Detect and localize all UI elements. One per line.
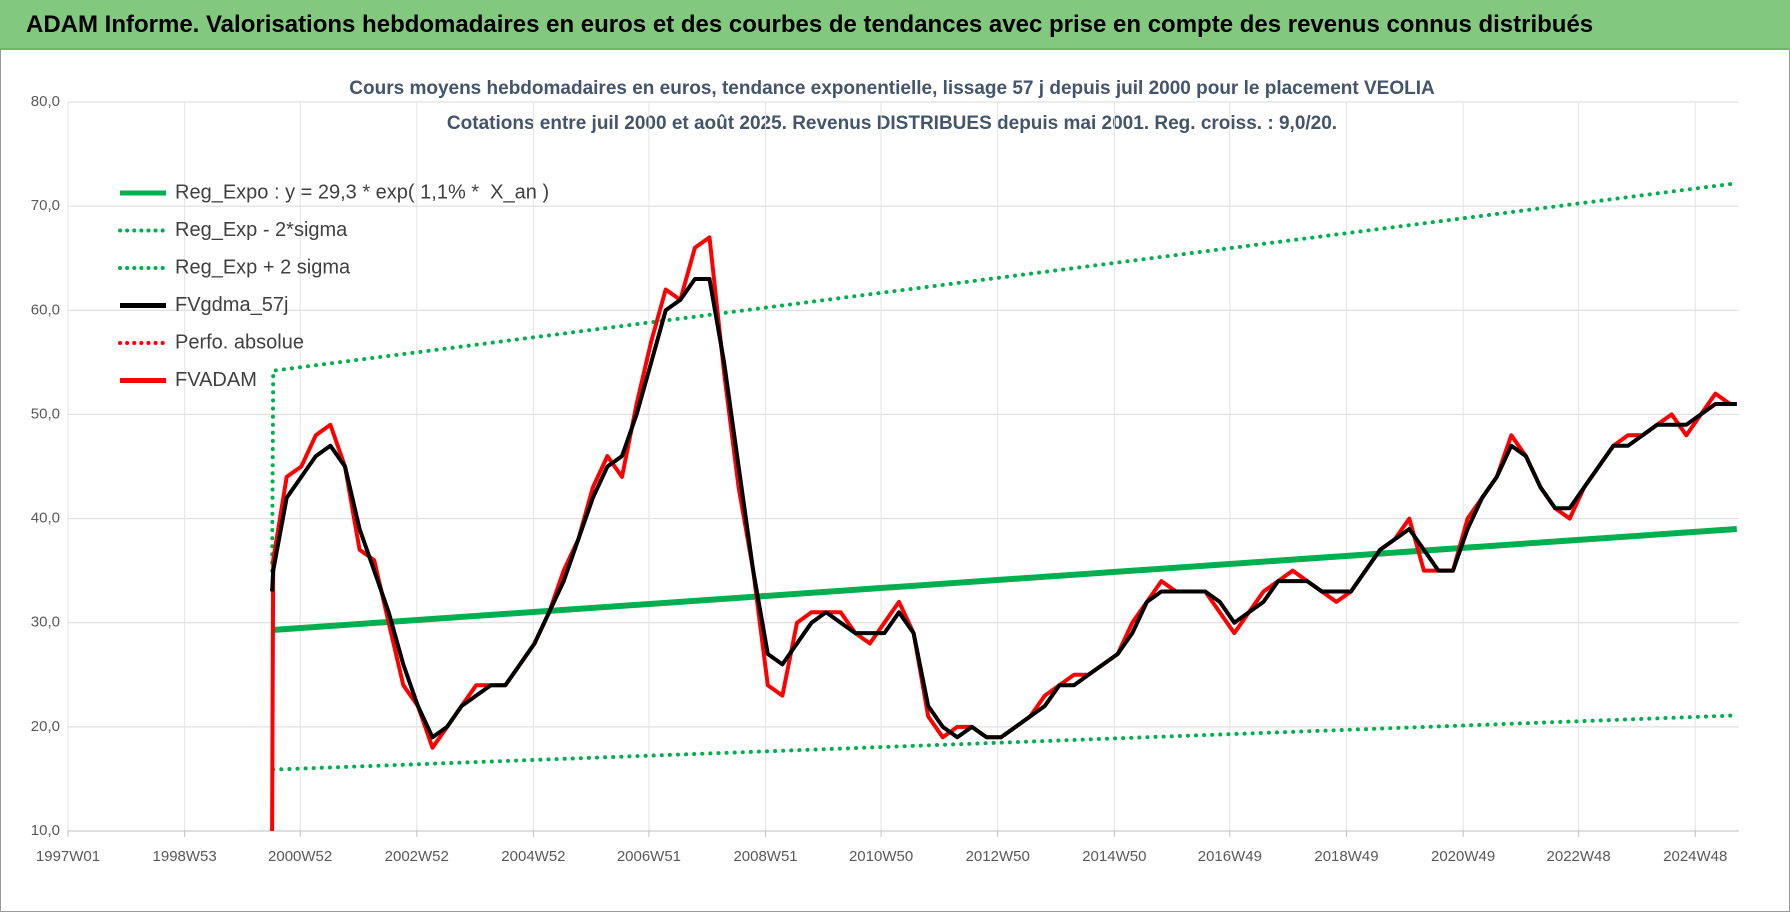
x-tick-label: 2024W48: [1663, 848, 1727, 865]
header-title: ADAM Informe. Valorisations hebdomadaire…: [26, 11, 1594, 38]
legend-label: Perfo. absolue: [175, 331, 304, 353]
y-tick-label: 80,0: [31, 93, 60, 110]
x-tick-label: 2004W52: [501, 848, 565, 865]
series-line: [270, 235, 1737, 832]
legend-label: Reg_Exp + 2 sigma: [175, 256, 351, 278]
legend-label: FVgdma_57j: [175, 294, 288, 316]
y-tick-label: 50,0: [31, 405, 60, 422]
x-tick-label: 2002W52: [385, 848, 449, 865]
x-tick-label: 2000W52: [268, 848, 332, 865]
series-line: [271, 526, 1738, 633]
y-tick-label: 60,0: [31, 301, 60, 318]
legend-label: Reg_Expo : y = 29,3 * exp( 1,1% * X_an ): [175, 181, 549, 203]
header: ADAM Informe. Valorisations hebdomadaire…: [0, 0, 1790, 50]
series-line: [270, 181, 1739, 573]
y-tick-label: 20,0: [31, 718, 60, 735]
x-tick-label: 2020W49: [1431, 848, 1495, 865]
x-tick-label: 1998W53: [153, 848, 217, 865]
x-tick-label: 2006W51: [617, 848, 681, 865]
x-tick-label: 2008W51: [733, 848, 797, 865]
series-line: [270, 277, 1737, 740]
x-tick-label: 2016W49: [1198, 848, 1262, 865]
y-tick-label: 70,0: [31, 197, 60, 214]
series-line: [271, 713, 1739, 772]
chart-title: Cours moyens hebdomadaires en euros, ten…: [349, 78, 1435, 99]
chart-subtitle: Cotations entre juil 2000 et août 2025. …: [447, 113, 1337, 134]
legend-label: FVADAM: [175, 369, 257, 391]
x-tick-label: 2022W48: [1547, 848, 1611, 865]
x-tick-label: 2018W49: [1314, 848, 1378, 865]
y-tick-label: 10,0: [31, 822, 60, 839]
legend-label: Reg_Exp - 2*sigma: [175, 219, 348, 241]
y-tick-label: 40,0: [31, 510, 60, 527]
x-tick-label: 2012W50: [966, 848, 1030, 865]
x-tick-label: 1997W01: [36, 848, 100, 865]
y-tick-label: 30,0: [31, 614, 60, 631]
x-tick-label: 2010W50: [849, 848, 913, 865]
x-tick-label: 2014W50: [1082, 848, 1146, 865]
